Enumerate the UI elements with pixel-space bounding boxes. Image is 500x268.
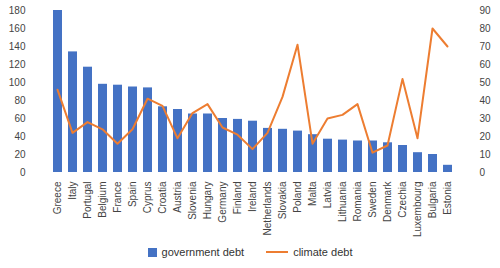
svg-text:10: 10 <box>480 149 492 160</box>
svg-text:Finland: Finland <box>232 182 243 215</box>
svg-text:Belgium: Belgium <box>97 182 108 218</box>
svg-text:40: 40 <box>14 131 26 142</box>
svg-text:Ireland: Ireland <box>247 182 258 213</box>
svg-text:Romania: Romania <box>352 181 363 221</box>
svg-text:50: 50 <box>480 77 492 88</box>
svg-text:40: 40 <box>480 95 492 106</box>
svg-text:Denmark: Denmark <box>382 181 393 223</box>
svg-text:Cyprus: Cyprus <box>142 182 153 214</box>
svg-text:100: 100 <box>9 77 26 88</box>
svg-text:60: 60 <box>480 59 492 70</box>
svg-text:60: 60 <box>14 113 26 124</box>
svg-text:Poland: Poland <box>292 182 303 213</box>
svg-text:Greece: Greece <box>52 181 63 214</box>
svg-text:France: France <box>112 181 123 213</box>
svg-text:140: 140 <box>9 41 26 52</box>
svg-text:30: 30 <box>480 113 492 124</box>
svg-text:Croatia: Croatia <box>157 181 168 214</box>
svg-text:Luxembourg: Luxembourg <box>412 182 423 238</box>
svg-text:180: 180 <box>9 5 26 16</box>
svg-text:120: 120 <box>9 59 26 70</box>
svg-text:Italy: Italy <box>67 182 78 200</box>
svg-text:160: 160 <box>9 23 26 34</box>
svg-text:Sweden: Sweden <box>367 182 378 218</box>
svg-text:20: 20 <box>14 149 26 160</box>
html-text:government debt: government debt <box>161 246 245 258</box>
svg-text:Spain: Spain <box>127 182 138 208</box>
svg-text:80: 80 <box>480 23 492 34</box>
svg-text:Austria: Austria <box>172 181 183 213</box>
svg-text:Estonia: Estonia <box>442 181 453 215</box>
svg-text:0: 0 <box>480 167 486 178</box>
svg-text:90: 90 <box>480 5 492 16</box>
svg-text:Czechia: Czechia <box>397 181 408 218</box>
svg-text:Portugal: Portugal <box>82 182 93 219</box>
svg-text:Lithuania: Lithuania <box>337 181 348 222</box>
svg-text:0: 0 <box>20 167 26 178</box>
html-text:climate debt: climate debt <box>293 246 353 258</box>
svg-text:Netherlands: Netherlands <box>262 182 273 236</box>
svg-text:Germany: Germany <box>217 182 228 223</box>
svg-text:20: 20 <box>480 131 492 142</box>
svg-text:Malta: Malta <box>307 181 318 206</box>
svg-text:Hungary: Hungary <box>202 182 213 220</box>
svg-text:Slovakia: Slovakia <box>277 181 288 219</box>
svg-text:80: 80 <box>14 95 26 106</box>
svg-text:Slovenia: Slovenia <box>187 181 198 220</box>
svg-text:Latvia: Latvia <box>322 181 333 208</box>
svg-text:Bulgaria: Bulgaria <box>427 181 438 218</box>
svg-text:70: 70 <box>480 41 492 52</box>
